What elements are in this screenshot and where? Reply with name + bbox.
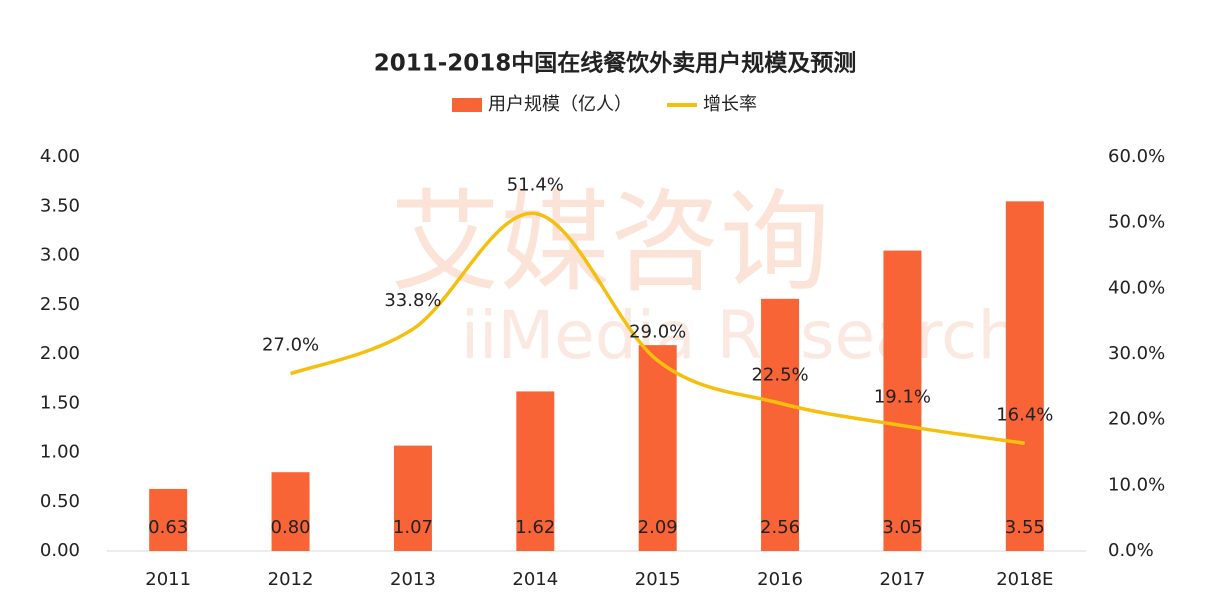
data-label: 1.62	[515, 517, 555, 538]
y2-tick-label: 20.0%	[1108, 409, 1165, 430]
y-tick-label: 0.50	[40, 491, 80, 512]
x-tick-label: 2018E	[996, 569, 1053, 590]
y2-tick-label: 0.0%	[1108, 540, 1154, 561]
data-label: 3.05	[882, 517, 922, 538]
watermark: 艾媒咨询	[390, 178, 830, 306]
bar	[516, 391, 555, 551]
y2-tick-label: 10.0%	[1108, 474, 1165, 495]
y-tick-label: 1.00	[40, 442, 80, 463]
chart-title: 2011-2018中国在线餐饮外卖用户规模及预测	[374, 50, 857, 77]
data-label: 27.0%	[262, 335, 319, 356]
y-tick-label: 2.50	[40, 294, 80, 315]
watermark-en: iiMedia Research	[461, 297, 1020, 374]
y-tick-label: 2.00	[40, 343, 80, 364]
data-label: 3.55	[1005, 517, 1045, 538]
x-tick-label: 2012	[268, 569, 314, 590]
legend-swatch	[452, 98, 482, 112]
y2-tick-label: 60.0%	[1108, 146, 1165, 167]
y-tick-label: 1.50	[40, 392, 80, 413]
data-label: 29.0%	[629, 322, 686, 343]
x-tick-label: 2016	[757, 569, 803, 590]
legend-label: 用户规模（亿人）	[488, 94, 632, 115]
x-tick-label: 2013	[390, 569, 436, 590]
bar	[761, 298, 800, 551]
bar	[149, 488, 188, 551]
data-label: 2.09	[638, 517, 678, 538]
data-label: 0.63	[148, 517, 188, 538]
y2-tick-label: 50.0%	[1108, 212, 1165, 233]
bar	[1005, 201, 1044, 551]
bar	[638, 345, 677, 551]
y2-tick-label: 40.0%	[1108, 277, 1165, 298]
x-tick-label: 2017	[880, 569, 926, 590]
data-label: 33.8%	[384, 290, 441, 311]
bar	[883, 250, 922, 551]
legend-label: 增长率	[703, 94, 757, 115]
line	[289, 211, 1026, 446]
bar	[393, 445, 432, 551]
data-label: 0.80	[271, 517, 311, 538]
data-label: 51.4%	[507, 174, 564, 195]
data-label: 1.07	[393, 517, 433, 538]
y-tick-label: 4.00	[40, 146, 80, 167]
bar	[271, 472, 310, 551]
data-label: 2.56	[760, 517, 800, 538]
data-label: 22.5%	[751, 364, 808, 385]
data-label: 19.1%	[874, 387, 931, 408]
y-tick-label: 3.00	[40, 245, 80, 266]
x-tick-label: 2014	[512, 569, 558, 590]
y2-tick-label: 30.0%	[1108, 343, 1165, 364]
x-tick-label: 2011	[145, 569, 191, 590]
x-tick-label: 2015	[635, 569, 681, 590]
data-label: 16.4%	[996, 404, 1053, 425]
y-tick-label: 3.50	[40, 195, 80, 216]
y-tick-label: 0.00	[40, 540, 80, 561]
